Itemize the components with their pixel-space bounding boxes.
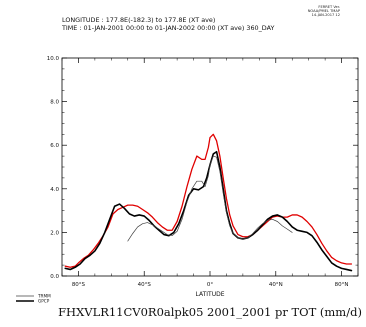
legend-label-gpcp: GPCP xyxy=(38,299,50,304)
series-line-model xyxy=(64,133,353,268)
header-time-line: TIME : 01-JAN-2001 00:00 to 01-JAN-2002 … xyxy=(61,24,274,32)
y-tick-label: 4.0 xyxy=(50,187,59,193)
y-tick-label: 0.0 xyxy=(50,274,59,280)
series-layer xyxy=(64,133,353,272)
series-line-trmm xyxy=(127,155,293,242)
header-longitude-line: LONGITUDE : 177.8E(-182.3) to 177.8E (XT… xyxy=(62,16,215,24)
legend-label-trmm: TRMM xyxy=(37,294,51,299)
y-tick-label: 8.0 xyxy=(50,100,59,106)
ferret-logo-line-3: 14-JAN-2017 12 xyxy=(312,13,340,17)
y-tick-label: 6.0 xyxy=(50,143,59,149)
ferret-logo-line-2: NOAA/PMEL TMAP xyxy=(308,9,341,13)
x-tick-label: 80°N xyxy=(335,282,349,288)
y-tick-label: 10.0 xyxy=(47,56,60,62)
x-tick-label: 80°S xyxy=(72,282,86,288)
y-axis: 0.0 2.0 4.0 6.0 8.0 10.0 xyxy=(47,56,358,280)
footer-title: FHXVLR11CV0R0alpk05 2001_2001 pr TOT (mm… xyxy=(58,305,362,319)
ferret-logo-line-1: FERRET Ver. xyxy=(318,5,340,9)
x-tick-label: 40°S xyxy=(138,282,152,288)
x-tick-label: 0° xyxy=(207,282,213,288)
x-axis: 80°S 40°S 0° 40°N 80°N xyxy=(61,58,359,288)
y-tick-label: 2.0 xyxy=(50,230,59,236)
x-axis-label: LATITUDE xyxy=(195,291,224,298)
series-line-gpcp xyxy=(64,150,353,272)
x-tick-label: 40°N xyxy=(269,282,283,288)
